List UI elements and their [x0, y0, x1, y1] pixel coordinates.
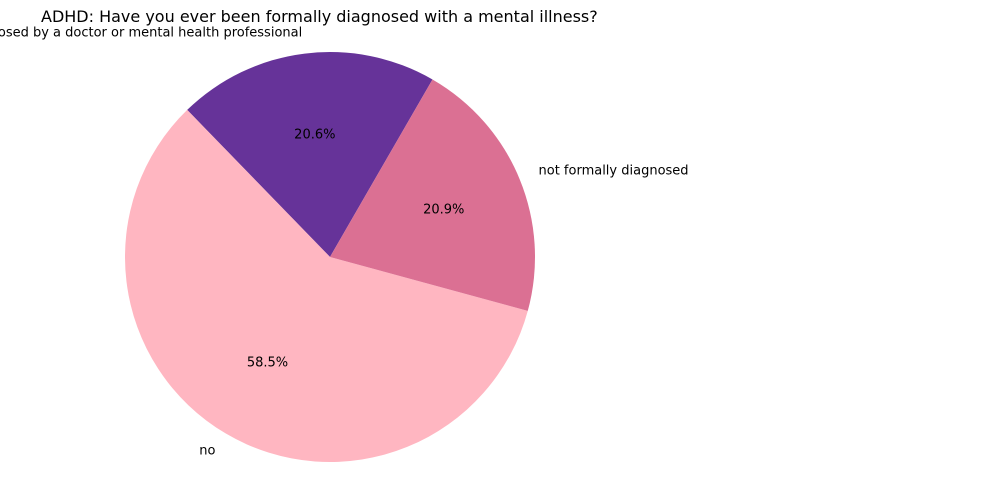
pie-labels: yes, formally diagnosed by a doctor or m… [0, 26, 689, 459]
pie-slices [125, 52, 535, 462]
pie-slice-yes-formally-diagnosed-by-a-doctor-or-mental-health-professional [187, 52, 433, 258]
chart-title: ADHD: Have you ever been formally diagno… [41, 7, 598, 26]
percent-label-not-formally-diagnosed: 20.9% [423, 203, 464, 218]
slice-label-no: no [199, 444, 215, 459]
pie-slice-no [125, 109, 528, 462]
slice-label-yes-formally-diagnosed-by-a-doctor-or-mental-health-professional: yes, formally diagnosed by a doctor or m… [0, 26, 302, 41]
percent-label-no: 58.5% [247, 355, 288, 370]
percent-label-yes-formally-diagnosed-by-a-doctor-or-mental-health-professional: 20.6% [294, 127, 335, 142]
pie-slice-not-formally-diagnosed [330, 79, 535, 311]
slice-label-not-formally-diagnosed: not formally diagnosed [539, 164, 689, 179]
